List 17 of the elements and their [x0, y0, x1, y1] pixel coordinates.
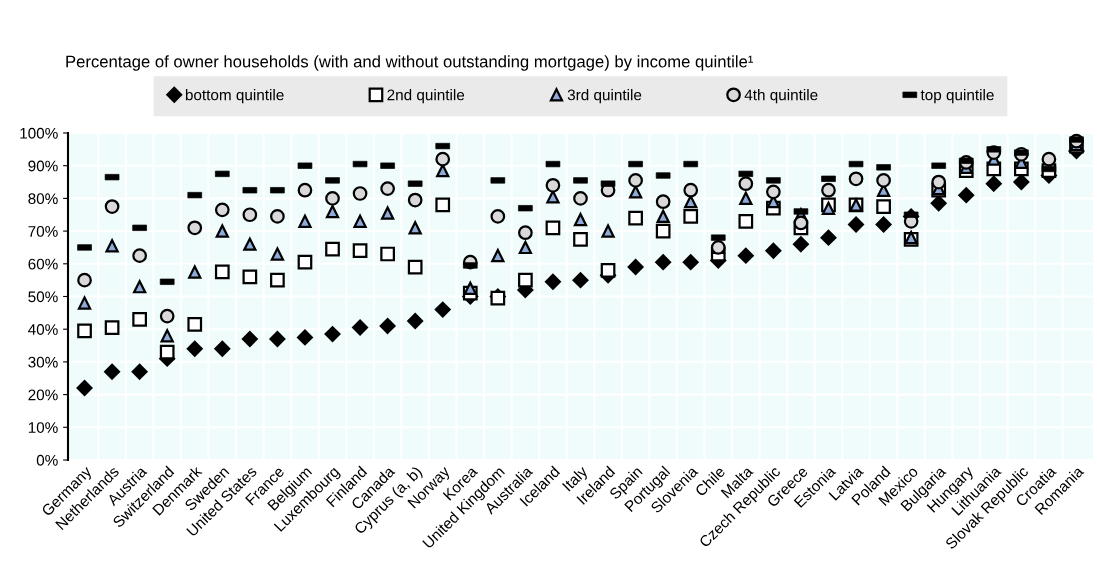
chart-title: Percentage of owner households (with and without outstanding mortgage) by income quintile¹ — [66, 55, 754, 71]
y-tick-label: 50% — [28, 291, 58, 303]
y-tick-label: 70% — [28, 225, 58, 237]
legend-label: 4th quintile — [744, 89, 818, 104]
y-tick-label: 0% — [36, 454, 58, 466]
legend-label: top quintile — [920, 89, 994, 104]
y-tick-label: 60% — [28, 258, 58, 270]
legend-label: 2nd quintile — [387, 89, 465, 104]
y-tick-label: 30% — [28, 356, 58, 368]
y-tick-label: 10% — [28, 422, 58, 433]
y-tick-label: 40% — [28, 324, 58, 335]
legend-label: bottom quintile — [185, 89, 284, 104]
y-tick-label: 80% — [28, 193, 58, 205]
y-tick-label: 90% — [28, 160, 58, 172]
legend-label: 3rd quintile — [567, 89, 642, 104]
y-tick-label: 100% — [20, 127, 58, 139]
y-tick-label: 20% — [28, 389, 58, 401]
